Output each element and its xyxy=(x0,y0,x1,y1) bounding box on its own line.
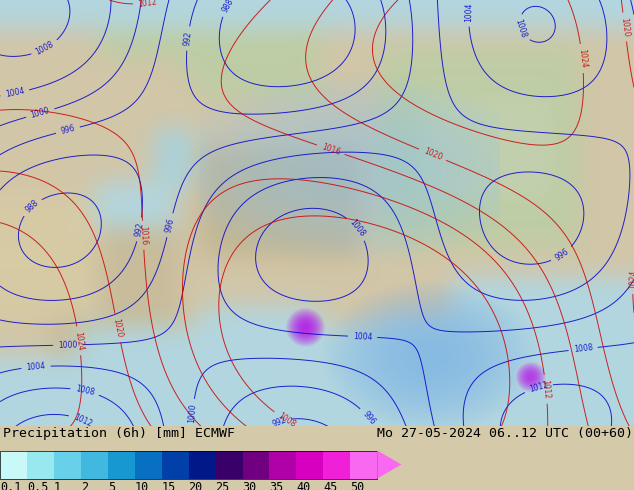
Bar xyxy=(189,450,216,479)
Text: 35: 35 xyxy=(269,481,283,490)
Text: 25: 25 xyxy=(216,481,230,490)
Text: 1012: 1012 xyxy=(528,381,549,394)
Text: 996: 996 xyxy=(60,124,76,136)
Bar xyxy=(162,450,189,479)
Text: 996: 996 xyxy=(553,247,571,263)
Bar xyxy=(269,450,296,479)
Text: 988: 988 xyxy=(23,198,40,215)
Bar xyxy=(0,450,27,479)
Text: 996: 996 xyxy=(164,217,176,233)
Text: 992: 992 xyxy=(183,31,193,46)
Bar xyxy=(134,450,162,479)
Text: 1024: 1024 xyxy=(74,331,85,351)
Text: 992: 992 xyxy=(271,415,287,429)
Text: 45: 45 xyxy=(323,481,337,490)
Text: 1000: 1000 xyxy=(30,106,51,120)
Text: 1016: 1016 xyxy=(138,225,148,245)
Bar xyxy=(242,450,269,479)
Polygon shape xyxy=(377,450,401,479)
Text: 1012: 1012 xyxy=(138,0,158,9)
Text: 30: 30 xyxy=(242,481,257,490)
Text: 1: 1 xyxy=(54,481,61,490)
Text: 2: 2 xyxy=(81,481,88,490)
Text: 1012: 1012 xyxy=(541,379,552,399)
Text: 1020: 1020 xyxy=(112,318,124,338)
Text: 1000: 1000 xyxy=(58,341,77,350)
Text: 0.1: 0.1 xyxy=(0,481,22,490)
Text: 20: 20 xyxy=(189,481,203,490)
Text: 50: 50 xyxy=(350,481,365,490)
Text: 1004: 1004 xyxy=(4,87,25,99)
Bar xyxy=(108,450,134,479)
Text: 1004: 1004 xyxy=(353,332,372,342)
Text: 1004: 1004 xyxy=(464,2,474,22)
Text: 1008: 1008 xyxy=(573,343,593,354)
Text: 992: 992 xyxy=(134,221,145,238)
Text: 40: 40 xyxy=(296,481,311,490)
Text: 1012: 1012 xyxy=(72,412,93,428)
Text: 996: 996 xyxy=(361,409,377,426)
Text: 1000: 1000 xyxy=(188,403,198,423)
Text: 5: 5 xyxy=(108,481,115,490)
Bar xyxy=(54,450,81,479)
Text: 1008: 1008 xyxy=(74,385,95,397)
Bar xyxy=(216,450,242,479)
Text: 1024: 1024 xyxy=(628,270,634,289)
Text: 1020: 1020 xyxy=(422,147,443,163)
Bar xyxy=(350,450,377,479)
Text: 1008: 1008 xyxy=(347,218,366,239)
Text: 10: 10 xyxy=(134,481,149,490)
Text: Mo 27-05-2024 06..12 UTC (00+60): Mo 27-05-2024 06..12 UTC (00+60) xyxy=(377,427,633,440)
Text: 1004: 1004 xyxy=(26,362,46,372)
Text: Precipitation (6h) [mm] ECMWF: Precipitation (6h) [mm] ECMWF xyxy=(3,427,235,440)
Text: 1024: 1024 xyxy=(577,49,588,69)
Text: 988: 988 xyxy=(221,0,235,14)
Text: 1008: 1008 xyxy=(514,18,528,39)
Text: 1020: 1020 xyxy=(619,17,630,37)
Text: 1008: 1008 xyxy=(276,411,297,429)
Bar xyxy=(27,450,54,479)
Text: 1008: 1008 xyxy=(34,40,56,57)
Bar xyxy=(323,450,350,479)
Bar xyxy=(296,450,323,479)
Text: 15: 15 xyxy=(162,481,176,490)
Text: 0.5: 0.5 xyxy=(27,481,48,490)
Bar xyxy=(0,450,377,479)
Text: 1016: 1016 xyxy=(320,143,341,157)
Bar xyxy=(81,450,108,479)
